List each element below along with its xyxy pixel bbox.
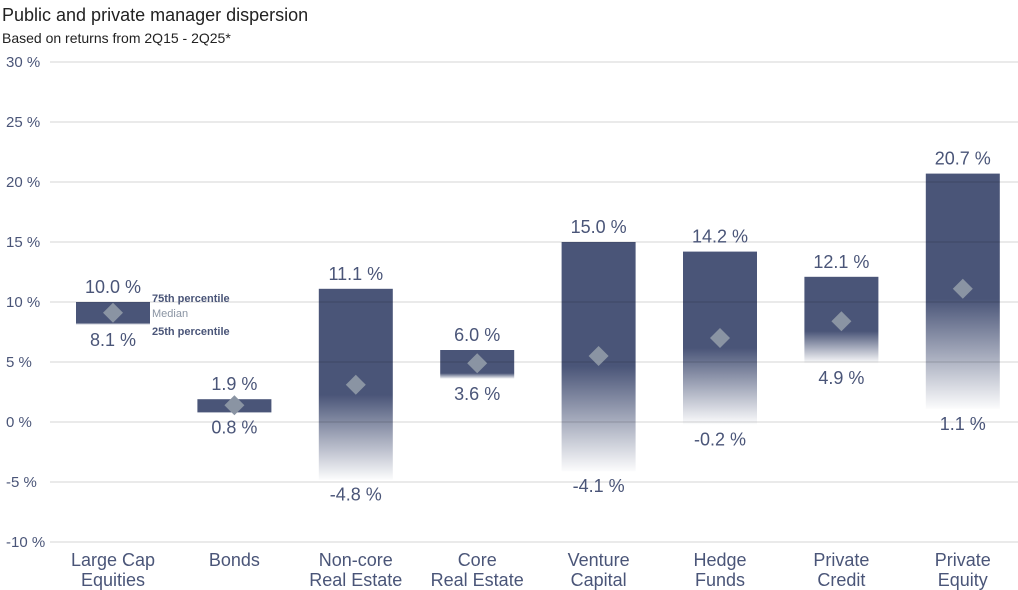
x-tick-label: Hedge xyxy=(693,550,746,570)
x-tick-label: Equity xyxy=(938,570,988,590)
median-marker xyxy=(831,311,852,332)
x-tick-label: Equities xyxy=(81,570,145,590)
data-label-75th: 6.0 % xyxy=(454,325,500,345)
x-tick-label: Credit xyxy=(817,570,865,590)
annotation-median: Median xyxy=(152,308,188,320)
x-tick-label: Venture xyxy=(568,550,630,570)
annotation-25th: 25th percentile xyxy=(152,326,230,338)
x-tick-label: Real Estate xyxy=(309,570,402,590)
y-tick-label: 20 % xyxy=(6,174,40,191)
data-label-75th: 10.0 % xyxy=(85,277,141,297)
data-label-25th: -0.2 % xyxy=(694,429,746,449)
x-tick-label: Capital xyxy=(571,570,627,590)
median-marker xyxy=(224,395,245,416)
data-label-75th: 14.2 % xyxy=(692,227,748,247)
x-tick-label: Bonds xyxy=(209,550,260,570)
x-tick-label: Real Estate xyxy=(431,570,524,590)
annotation-75th: 75th percentile xyxy=(152,293,230,305)
x-tick-label: Non-core xyxy=(319,550,393,570)
y-tick-label: 10 % xyxy=(6,294,40,311)
data-label-75th: 15.0 % xyxy=(571,217,627,237)
data-label-75th: 20.7 % xyxy=(935,149,991,169)
y-tick-label: 15 % xyxy=(6,234,40,251)
x-tick-label: Private xyxy=(813,550,869,570)
chart-subtitle: Based on returns from 2Q15 - 2Q25* xyxy=(2,30,231,46)
y-tick-label: 30 % xyxy=(6,54,40,71)
x-tick-label: Core xyxy=(458,550,497,570)
data-label-25th: 1.1 % xyxy=(940,414,986,434)
median-marker xyxy=(103,302,123,323)
data-label-25th: -4.1 % xyxy=(573,476,625,496)
data-label-75th: 12.1 % xyxy=(813,252,869,272)
median-marker xyxy=(952,278,973,299)
median-marker xyxy=(710,328,730,348)
median-marker xyxy=(588,346,609,366)
y-tick-label: 0 % xyxy=(6,414,32,431)
data-label-25th: 4.9 % xyxy=(818,368,864,388)
data-label-25th: 8.1 % xyxy=(90,330,136,350)
x-tick-label: Large Cap xyxy=(71,550,155,570)
data-label-25th: 0.8 % xyxy=(211,417,257,437)
y-tick-label: 5 % xyxy=(6,354,32,371)
chart-title: Public and private manager dispersion xyxy=(2,5,309,25)
x-tick-label: Private xyxy=(935,550,991,570)
median-marker xyxy=(467,353,488,374)
y-tick-label: 25 % xyxy=(6,114,40,131)
data-label-25th: -4.8 % xyxy=(330,485,382,505)
data-label-75th: 11.1 % xyxy=(328,264,383,284)
y-tick-label: -5 % xyxy=(6,474,37,491)
data-label-25th: 3.6 % xyxy=(454,384,500,404)
x-tick-label: Funds xyxy=(695,570,745,590)
y-tick-label: -10 % xyxy=(6,534,45,551)
data-label-75th: 1.9 % xyxy=(211,374,257,394)
median-marker xyxy=(345,374,366,395)
